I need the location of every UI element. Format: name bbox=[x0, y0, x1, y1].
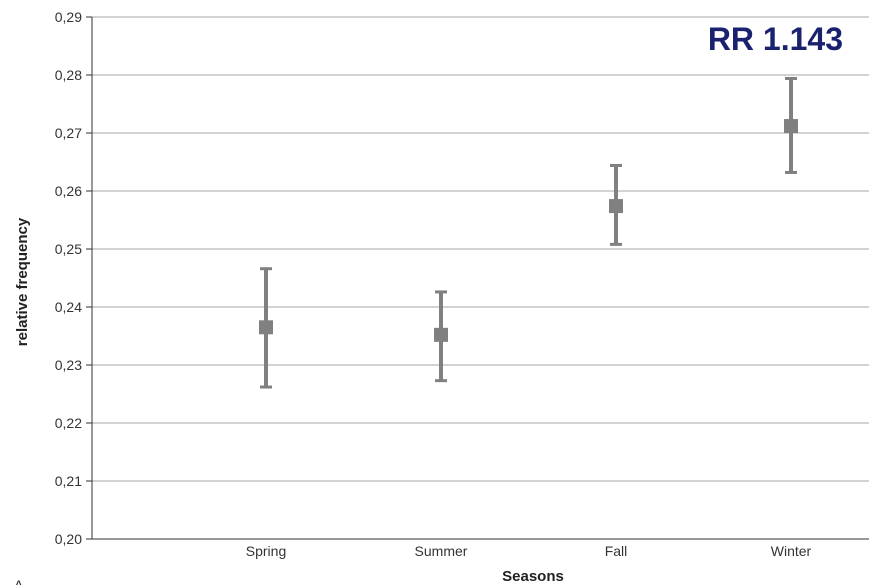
grid-lines bbox=[92, 16, 869, 482]
y-tick-label: 0,29 bbox=[55, 9, 82, 25]
y-tick-label: 0,20 bbox=[55, 531, 82, 547]
data-point bbox=[434, 327, 448, 342]
y-tick-label: 0,24 bbox=[55, 299, 82, 315]
y-tick-label: 0,23 bbox=[55, 357, 82, 373]
data-point bbox=[784, 119, 798, 134]
x-tick-label: Fall bbox=[605, 543, 628, 559]
y-tick-label: 0,21 bbox=[55, 473, 82, 489]
x-tick-labels: Spring Summer Fall Winter bbox=[246, 543, 812, 559]
rr-annotation: RR 1.143 bbox=[708, 21, 843, 57]
y-tick-label: 0,25 bbox=[55, 241, 82, 257]
x-tick-label: Spring bbox=[246, 543, 286, 559]
data-point bbox=[259, 320, 273, 335]
panel-label: A bbox=[14, 577, 24, 585]
y-tick-label: 0,28 bbox=[55, 67, 82, 83]
y-axis-title: relative frequency bbox=[14, 217, 31, 346]
y-tick-label: 0,22 bbox=[55, 415, 82, 431]
y-tick-label: 0,26 bbox=[55, 183, 82, 199]
x-tick-label: Summer bbox=[415, 543, 468, 559]
data-point bbox=[609, 199, 623, 214]
data-marks bbox=[259, 76, 798, 389]
y-tick-label: 0,27 bbox=[55, 125, 82, 141]
x-tick-label: Winter bbox=[771, 543, 812, 559]
axes bbox=[86, 16, 869, 540]
x-axis-title: Seasons bbox=[502, 568, 564, 585]
y-tick-labels: 0,20 0,21 0,22 0,23 0,24 0,25 0,26 0,27 0,28 0,29 bbox=[55, 9, 82, 547]
